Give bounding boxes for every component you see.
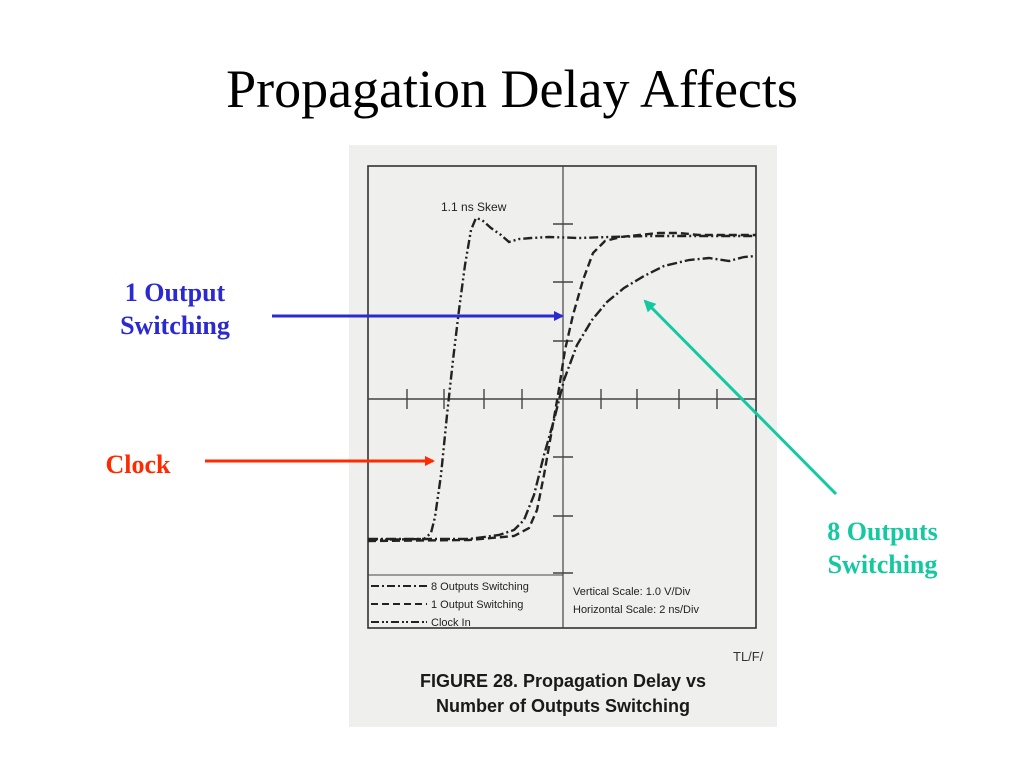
one-output-line-2: Switching [120,311,230,340]
eight-outputs-annotation: 8 Outputs Switching [800,515,965,581]
eight-outputs-line-1: 8 Outputs [827,517,938,546]
one-output-line-1: 1 Output [124,278,226,307]
horizontal-ticks [406,389,718,409]
legend-label-one: 1 Output Switching [431,599,523,611]
figure-caption-line-1: FIGURE 28. Propagation Delay vs [419,671,707,691]
oscilloscope-plot: 1.1 ns Skew 8 Outputs Switching 1 Output… [367,165,764,664]
scale-notes: Vertical Scale: 1.0 V/Div Horizontal Sca… [573,586,699,616]
legend-label-clock: Clock In [431,617,471,629]
vertical-scale-label: Vertical Scale: 1.0 V/Div [573,586,691,598]
figure-caption-line-2: Number of Outputs Switching [436,696,690,716]
legend: 8 Outputs Switching 1 Output Switching C… [371,581,529,629]
eight-outputs-arrow [643,299,838,496]
horizontal-scale-label: Horizontal Scale: 2 ns/Div [573,604,699,616]
skew-label: 1.1 ns Skew [441,200,507,214]
one-output-annotation: 1 Output Switching [95,276,255,342]
figure-code: TL/F/ [733,649,764,664]
clock-annotation: Clock [105,450,171,479]
plot-frame [367,165,757,629]
one-output-trace [367,231,756,543]
eight-outputs-trace [368,254,757,541]
vertical-ticks [553,223,573,574]
legend-label-eight: 8 Outputs Switching [431,581,529,593]
clock-in-trace [367,216,756,542]
slide-title: Propagation Delay Affects [226,59,798,119]
eight-outputs-line-2: Switching [827,550,938,579]
scope-figure: 1.1 ns Skew 8 Outputs Switching 1 Output… [349,145,777,727]
